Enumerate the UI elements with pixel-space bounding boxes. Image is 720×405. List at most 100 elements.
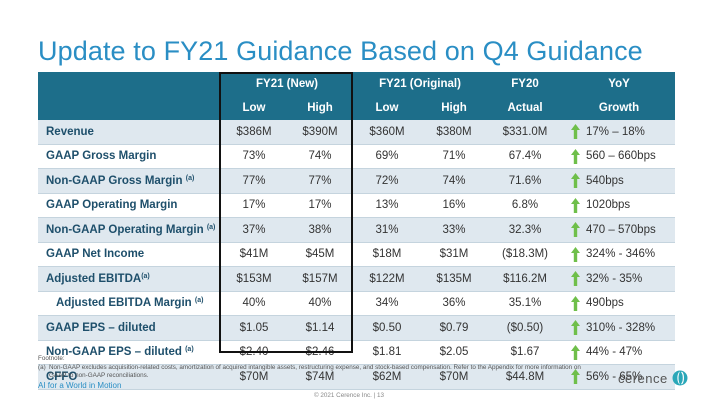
up-arrow-icon: [571, 369, 581, 385]
row-label: Non-GAAP Operating Margin (a): [38, 217, 221, 243]
group-header-row: FY21 (New) FY21 (Original) FY20 YoY: [38, 72, 676, 96]
table-cell: 32.3%: [487, 217, 564, 243]
growth-cell: 310% - 328%: [563, 315, 676, 341]
table-cell: $45M: [287, 242, 353, 267]
table-cell: 72%: [353, 168, 421, 194]
row-label-text: GAAP Gross Margin: [46, 150, 157, 163]
table-cell: ($0.50): [487, 315, 564, 341]
sub-header-row: Low High Low High Actual Growth: [38, 96, 676, 120]
table-cell: 67.4%: [487, 144, 564, 169]
table-cell: $1.81: [353, 340, 421, 365]
table-row: Non-GAAP Gross Margin (a) 77% 77% 72% 74% 71.…: [38, 168, 676, 194]
row-label-text: GAAP Net Income: [46, 248, 145, 261]
growth-value: 324% - 346%: [586, 248, 656, 261]
table-cell: 69%: [353, 144, 421, 169]
table-cell: $41M: [221, 242, 287, 267]
table-cell: $390M: [287, 120, 353, 145]
table-cell: $380M: [421, 120, 488, 145]
table-row: GAAP Net Income $41M $45M $18M $31M ($18.3M) 3…: [38, 242, 676, 267]
row-label: Non-GAAP Gross Margin (a): [38, 168, 221, 194]
row-label-text: Non-GAAP EPS – diluted: [46, 346, 182, 359]
table-cell: $360M: [353, 120, 421, 145]
footnote-a-text: Non-GAAP excludes acquisition-related co…: [49, 363, 581, 380]
table-cell: 6.8%: [487, 193, 564, 218]
table-cell: $135M: [421, 266, 488, 292]
table-cell: 71.6%: [487, 168, 564, 194]
table-cell: $386M: [221, 120, 287, 145]
table-cell: 35.1%: [487, 291, 564, 316]
row-label-text: GAAP EPS – diluted: [46, 321, 156, 334]
table-cell: $74M: [287, 364, 353, 390]
up-arrow-icon: [571, 320, 581, 336]
growth-cell: 44% - 47%: [563, 340, 676, 365]
header-yoy: YoY: [563, 72, 676, 96]
table-cell: 77%: [287, 168, 353, 194]
footnote-marker: (a): [206, 223, 216, 231]
table-row: Adjusted EBITDA(a) $153M $157M $122M $135M $1…: [38, 266, 676, 292]
table-cell: $44.8M: [487, 364, 564, 390]
table-cell: $62M: [353, 364, 421, 390]
subheader-new-low: Low: [221, 96, 287, 120]
table-cell: $0.50: [353, 315, 421, 341]
cerence-logo-icon: [672, 370, 688, 386]
growth-cell: 1020bps: [563, 193, 676, 218]
table-cell: $157M: [287, 266, 353, 292]
up-arrow-icon: [571, 271, 581, 287]
growth-cell: 324% - 346%: [563, 242, 676, 267]
subheader-new-high: High: [287, 96, 353, 120]
table-cell: $70M: [421, 364, 488, 390]
table-row: GAAP EPS – diluted $1.05 $1.14 $0.50 $0.79 ($…: [38, 315, 676, 341]
table-cell: 17%: [221, 193, 287, 218]
subheader-growth: Growth: [563, 96, 676, 120]
header-fy20: FY20: [487, 72, 564, 96]
table-body: Revenue $386M $390M $360M $380M $331.0M 17% – …: [38, 120, 676, 390]
table-cell: 40%: [221, 291, 287, 316]
growth-value: 44% - 47%: [586, 346, 643, 359]
header-fy21-new: FY21 (New): [221, 72, 353, 96]
row-label: Revenue: [38, 120, 221, 145]
growth-value: 1020bps: [586, 199, 631, 212]
subheader-orig-high: High: [421, 96, 488, 120]
growth-value: 17% – 18%: [586, 125, 645, 138]
table-cell: $0.79: [421, 315, 488, 341]
table-row: Adjusted EBITDA Margin (a) 40% 40% 34% 36% 35…: [38, 291, 676, 316]
table-cell: 34%: [353, 291, 421, 316]
footnote-marker: (a): [185, 346, 194, 354]
growth-cell: 56% - 65%: [563, 364, 676, 390]
tagline: AI for a World in Motion: [38, 381, 122, 390]
table-cell: $18M: [353, 242, 421, 267]
row-label: GAAP Net Income: [38, 242, 221, 267]
table-row: CFFO $70M $74M $62M $70M $44.8M 56% - 65%: [38, 364, 676, 390]
table-cell: 33%: [421, 217, 488, 243]
growth-value: 310% - 328%: [586, 321, 656, 334]
row-label: GAAP Operating Margin: [38, 193, 221, 218]
subheader-orig-low: Low: [353, 96, 421, 120]
table-cell: $153M: [221, 266, 287, 292]
table-cell: $1.05: [221, 315, 287, 341]
table-cell: 13%: [353, 193, 421, 218]
table-cell: 74%: [287, 144, 353, 169]
row-label-text: Revenue: [46, 125, 94, 138]
table-cell: 74%: [421, 168, 488, 194]
table-cell: $2.05: [421, 340, 488, 365]
footnote-marker: (a): [185, 174, 195, 182]
growth-cell: 560 – 660bps: [563, 144, 676, 169]
growth-cell: 470 – 570bps: [563, 217, 676, 243]
row-label-text: GAAP Operating Margin: [46, 199, 178, 212]
table-cell: $1.14: [287, 315, 353, 341]
footnote-marker: (a): [194, 297, 204, 305]
subheader-blank: [38, 96, 221, 120]
table-cell: 17%: [287, 193, 353, 218]
table-cell: $122M: [353, 266, 421, 292]
row-label: GAAP Gross Margin: [38, 144, 221, 169]
subheader-actual: Actual: [487, 96, 564, 120]
up-arrow-icon: [571, 148, 581, 164]
table-cell: $70M: [221, 364, 287, 390]
guidance-table-wrapper: FY21 (New) FY21 (Original) FY20 YoY Low …: [38, 72, 676, 390]
table-row: GAAP Gross Margin 73% 74% 69% 71% 67.4% 560 – …: [38, 144, 676, 169]
header-blank: [38, 72, 221, 96]
table-cell: 38%: [287, 217, 353, 243]
table-row: GAAP Operating Margin 17% 17% 13% 16% 6.8% 102…: [38, 193, 676, 218]
table-cell: $116.2M: [487, 266, 564, 292]
growth-cell: 17% – 18%: [563, 120, 676, 145]
